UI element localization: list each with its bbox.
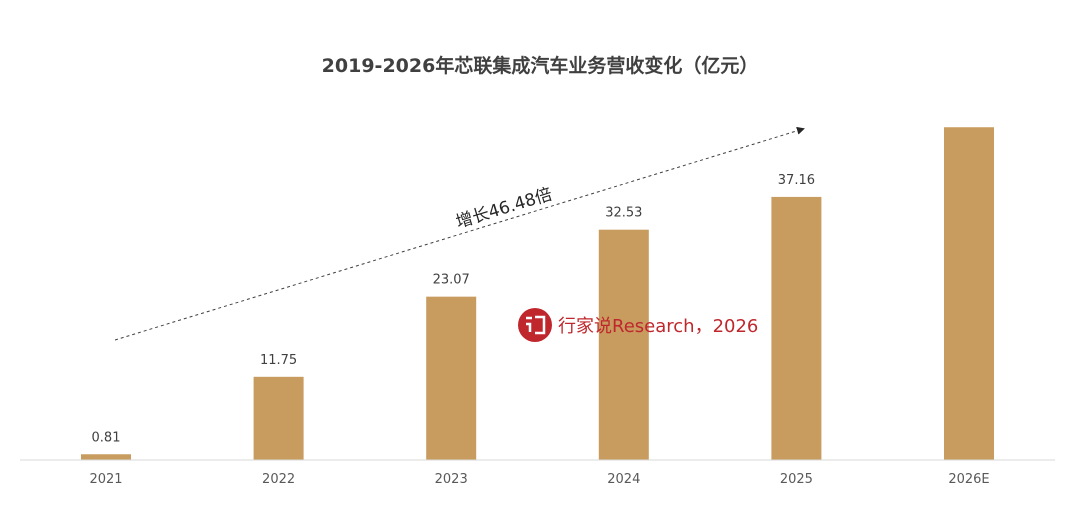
data-label-2022: 11.75 xyxy=(260,353,297,368)
data-label-2024: 32.53 xyxy=(605,206,642,221)
bar-2021 xyxy=(81,454,131,460)
growth-annotation: 增长46.48倍 xyxy=(454,185,555,233)
data-label-2021: 0.81 xyxy=(92,430,121,445)
x-tick-2021: 2021 xyxy=(89,472,122,487)
data-label-2023: 23.07 xyxy=(433,273,470,288)
watermark-text: 行家说Research，2026 xyxy=(558,316,758,337)
x-tick-2025: 2025 xyxy=(780,472,813,487)
bar-2024 xyxy=(598,229,649,460)
bar-2022 xyxy=(253,376,304,460)
chart-title: 2019-2026年芯联集成汽车业务营收变化（亿元） xyxy=(322,54,759,77)
bar-2026E xyxy=(944,127,994,461)
watermark: 行家说Research，2026 xyxy=(518,308,758,342)
watermark-logo-icon xyxy=(518,308,552,342)
x-tick-2022: 2022 xyxy=(262,472,295,487)
x-tick-2026E: 2026E xyxy=(948,472,989,487)
data-label-2025: 37.16 xyxy=(778,173,815,188)
bar-2025 xyxy=(771,196,822,460)
x-tick-2023: 2023 xyxy=(435,472,468,487)
bar-2023 xyxy=(426,296,477,460)
x-tick-2024: 2024 xyxy=(607,472,640,487)
